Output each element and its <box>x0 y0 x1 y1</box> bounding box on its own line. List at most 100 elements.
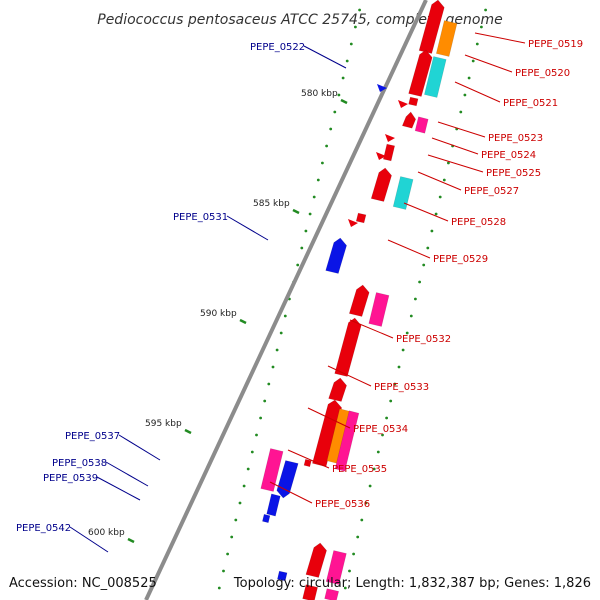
label-leader <box>269 481 313 504</box>
gene-label-pepe_0538: PEPE_0538 <box>52 458 107 469</box>
tick-dot <box>352 552 355 556</box>
tick-dot <box>459 110 463 114</box>
small-gene-marker <box>377 84 387 92</box>
label-leader <box>327 365 372 387</box>
small-gene-marker <box>385 134 395 142</box>
gene-feature <box>382 143 396 162</box>
tick-dot <box>279 331 283 335</box>
label-leader <box>387 239 431 259</box>
gene-feature <box>414 116 429 134</box>
ruler-tick <box>127 537 135 544</box>
tick-dot <box>250 450 254 454</box>
gene-label-pepe_0528: PEPE_0528 <box>451 217 506 228</box>
tick-dot <box>463 93 467 97</box>
tick-dot <box>321 161 324 165</box>
ruler-tick <box>292 208 300 215</box>
gene-feature <box>368 292 390 327</box>
gene-feature <box>392 176 414 210</box>
label-leader <box>226 215 269 241</box>
gene-label-pepe_0520: PEPE_0520 <box>515 68 570 79</box>
tick-dot <box>467 76 471 80</box>
gene-feature <box>334 410 360 472</box>
tick-dot <box>246 467 250 471</box>
tick-dot <box>364 501 368 505</box>
tick-dot <box>368 484 372 488</box>
small-gene-marker <box>398 100 408 108</box>
gene-feature <box>303 458 312 468</box>
label-leader <box>417 171 462 191</box>
gene-feature <box>277 570 288 582</box>
tick-dot <box>434 212 438 216</box>
ruler-label: 600 kbp <box>88 528 125 538</box>
label-leader <box>431 137 479 155</box>
label-leader <box>96 476 141 501</box>
tick-dot <box>348 569 351 573</box>
ruler-label: 580 kbp <box>301 89 338 99</box>
gene-feature <box>355 212 367 224</box>
tick-dot <box>414 297 417 301</box>
tick-dots <box>217 8 487 590</box>
label-leader <box>69 526 109 553</box>
gene-feature <box>401 111 417 129</box>
label-leader <box>303 45 347 69</box>
label-leader <box>403 202 449 222</box>
tick-dot <box>304 229 308 233</box>
tick-dot <box>341 76 345 80</box>
ruler-tick <box>239 318 247 325</box>
gene-feature <box>418 0 445 54</box>
gene-feature <box>370 167 392 202</box>
tick-dot <box>267 382 271 386</box>
tick-dot <box>442 178 446 182</box>
small-gene-marker <box>348 219 358 227</box>
tick-dot <box>300 246 304 250</box>
gene-feature <box>348 284 370 317</box>
tick-dot <box>283 314 287 318</box>
gene-label-pepe_0533: PEPE_0533 <box>374 382 429 393</box>
gene-label-pepe_0532: PEPE_0532 <box>396 334 451 345</box>
gene-feature <box>408 96 419 107</box>
gene-feature <box>260 448 284 492</box>
tick-dot <box>393 382 397 386</box>
tick-dot <box>238 501 242 505</box>
tick-dot <box>333 110 337 114</box>
gene-label-pepe_0527: PEPE_0527 <box>464 186 519 197</box>
tick-dot <box>401 348 405 352</box>
gene-feature <box>266 493 281 517</box>
tick-dot <box>259 416 262 420</box>
tick-dot <box>381 433 384 437</box>
gene-feature <box>276 460 299 499</box>
gene-feature <box>262 513 271 524</box>
tick-dot <box>471 59 475 63</box>
tick-dot <box>345 59 349 63</box>
tick-dot <box>255 433 258 437</box>
gene-label-pepe_0534: PEPE_0534 <box>353 424 408 435</box>
gene-feature <box>435 20 458 57</box>
tick-dot <box>422 263 426 267</box>
tick-dot <box>358 8 361 12</box>
gene-label-pepe_0525: PEPE_0525 <box>486 168 541 179</box>
tick-dot <box>438 195 442 199</box>
gene-label-pepe_0519: PEPE_0519 <box>528 39 583 50</box>
label-leader <box>437 121 486 138</box>
label-leader <box>427 154 484 173</box>
tick-dot <box>230 535 234 539</box>
ruler-label: 585 kbp <box>253 199 290 209</box>
tick-dot <box>389 399 393 403</box>
gene-feature <box>334 317 362 377</box>
tick-dot <box>217 586 221 590</box>
map-title: Pediococcus pentosaceus ATCC 25745, comp… <box>97 12 502 28</box>
tick-dot <box>296 263 300 267</box>
tick-dot <box>349 42 353 46</box>
tick-dot <box>447 161 450 165</box>
gene-feature <box>328 377 347 402</box>
ruler: 580 kbp 585 kbp 590 kbp 595 kbp 600 kbp <box>88 89 348 544</box>
ruler-label: 595 kbp <box>145 419 182 429</box>
tick-dot <box>484 8 487 12</box>
tick-dot <box>409 314 413 318</box>
tick-dot <box>372 467 376 471</box>
gene-features <box>260 0 458 600</box>
tick-dot <box>242 484 246 488</box>
gene-feature <box>305 542 327 578</box>
tick-dot <box>263 399 267 403</box>
